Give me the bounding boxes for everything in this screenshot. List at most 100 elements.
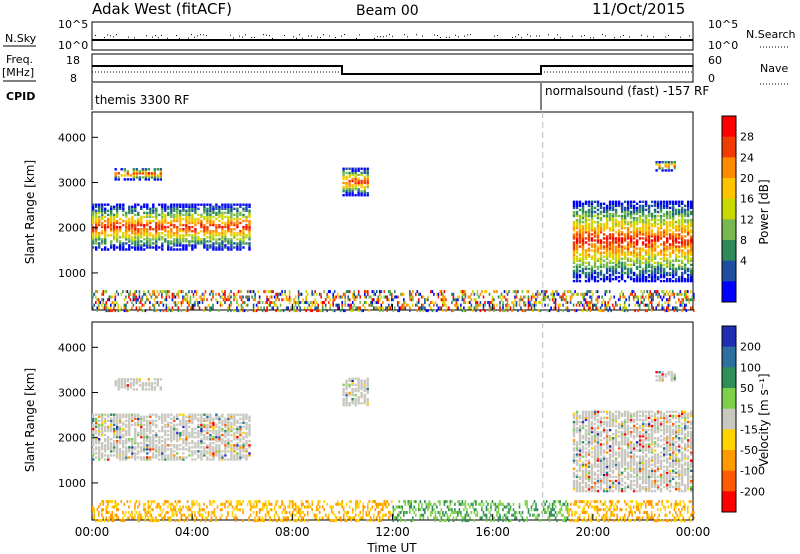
power-cell xyxy=(95,228,98,231)
velocity-cell xyxy=(590,473,594,477)
power-cell xyxy=(605,271,609,275)
velocity-cell xyxy=(104,444,107,447)
power-cell xyxy=(655,292,657,296)
power-cell xyxy=(629,275,633,279)
power-cell xyxy=(236,234,239,237)
power-cell xyxy=(553,298,555,302)
velocity-cell xyxy=(146,415,149,418)
velocity-cell xyxy=(92,454,95,457)
velocity-cell xyxy=(218,415,221,418)
power-cell xyxy=(365,301,368,304)
power-cell xyxy=(580,301,582,304)
power-cell xyxy=(270,301,273,304)
power-cell xyxy=(156,168,159,171)
velocity-cell xyxy=(363,395,366,399)
power-cell xyxy=(164,240,167,243)
power-cell xyxy=(641,271,645,275)
power-cell xyxy=(556,292,558,296)
velocity-cell xyxy=(197,417,200,420)
power-cell xyxy=(635,277,639,281)
velocity-cell xyxy=(357,397,360,401)
power-cell xyxy=(687,253,690,256)
power-cell xyxy=(105,301,108,304)
power-cell xyxy=(272,290,274,294)
power-cell xyxy=(488,309,491,313)
power-cell xyxy=(672,200,675,203)
power-cell xyxy=(666,206,669,210)
velocity-cell xyxy=(578,475,582,479)
power-cell xyxy=(236,309,238,313)
velocity-cell xyxy=(236,452,239,455)
power-cell xyxy=(690,269,693,273)
power-cell xyxy=(374,292,377,296)
velocity-cell xyxy=(200,454,203,457)
velocity-cell xyxy=(161,444,164,447)
power-cell xyxy=(611,204,615,208)
power-cell xyxy=(156,301,159,304)
velocity-cell xyxy=(590,479,594,483)
velocity-cell xyxy=(351,400,354,403)
power-cell xyxy=(146,230,149,233)
power-cell xyxy=(293,301,295,304)
velocity-cell xyxy=(120,380,123,383)
power-cell xyxy=(212,215,215,219)
power-cell xyxy=(137,234,140,237)
power-cell xyxy=(373,298,375,302)
power-cell xyxy=(635,235,639,238)
power-cell xyxy=(644,269,648,273)
velocity-cell xyxy=(179,448,182,451)
power-cell xyxy=(535,303,537,307)
power-cell xyxy=(626,259,630,262)
power-cell xyxy=(575,204,579,208)
velocity-cell xyxy=(173,427,176,431)
power-cell xyxy=(691,295,694,299)
nsearch-dot xyxy=(311,35,312,37)
velocity-cell xyxy=(245,427,248,431)
power-cell xyxy=(581,257,585,260)
velocity-cell xyxy=(200,413,203,416)
velocity-cell xyxy=(92,415,95,418)
power-cell xyxy=(678,235,681,238)
power-cell xyxy=(562,292,564,296)
power-cell xyxy=(623,255,627,258)
power-cell xyxy=(608,249,612,252)
power-cell xyxy=(672,218,675,222)
power-cell xyxy=(667,169,670,172)
velocity-cell xyxy=(224,419,227,422)
velocity-cell xyxy=(110,425,113,429)
power-cell xyxy=(120,168,123,171)
power-cell xyxy=(140,248,143,251)
power-cell xyxy=(126,301,129,304)
power-cell xyxy=(128,238,131,241)
power-cell xyxy=(596,208,600,212)
velocity-cell xyxy=(161,452,164,455)
power-cell xyxy=(687,295,689,299)
power-cell xyxy=(620,227,624,230)
velocity-cell xyxy=(357,400,360,403)
power-cell xyxy=(464,290,467,294)
power-cell xyxy=(659,249,663,252)
nsearch-dot xyxy=(557,34,558,36)
velocity-cell xyxy=(590,485,594,489)
velocity-cell xyxy=(200,458,203,461)
power-cell xyxy=(176,230,179,233)
velocity-cell xyxy=(122,456,125,459)
power-cell xyxy=(117,303,120,307)
power-cell xyxy=(333,298,336,302)
power-cell xyxy=(321,301,324,304)
velocity-cell xyxy=(227,423,230,427)
power-cell xyxy=(578,235,582,238)
power-cell xyxy=(110,221,113,225)
power-cell xyxy=(182,240,185,243)
power-cell xyxy=(647,273,651,277)
velocity-cell xyxy=(224,425,227,429)
power-cell xyxy=(500,298,503,302)
power-cell xyxy=(236,225,239,229)
power-cell xyxy=(608,275,612,279)
velocity-cell xyxy=(113,444,116,447)
power-cell xyxy=(242,225,245,229)
power-cell xyxy=(664,169,667,172)
power-cell xyxy=(215,223,218,227)
power-cell xyxy=(266,295,268,299)
